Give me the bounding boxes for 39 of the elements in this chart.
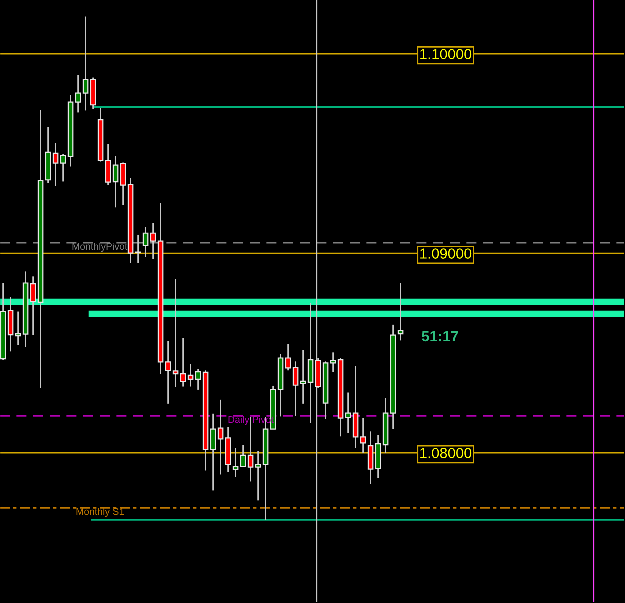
candlestick: [188, 363, 194, 388]
candlestick: [300, 349, 306, 405]
ref-line-label: Monthly S1: [76, 508, 124, 518]
candlestick: [292, 360, 299, 417]
candlestick: [232, 448, 239, 478]
text: 51:17: [422, 331, 458, 342]
candlestick: [112, 155, 119, 208]
candlestick: [248, 416, 254, 482]
candlestick: [368, 430, 374, 486]
candlestick: [240, 444, 246, 468]
candlestick: [165, 340, 172, 405]
y-tick-label: 1.09000: [420, 248, 472, 259]
candlestick: [360, 418, 366, 454]
candlestick: [195, 368, 202, 391]
candlestick: [150, 222, 156, 260]
candlestick: [52, 142, 59, 187]
candlestick: [352, 365, 359, 449]
candlestick: [330, 352, 336, 374]
ref-line-label: MonthlyPivot: [72, 242, 128, 252]
candlestick: [30, 276, 36, 336]
candlestick: [180, 337, 186, 388]
candlestick: [308, 302, 314, 424]
candlestick: [398, 282, 404, 342]
candlestick: [105, 143, 112, 186]
y-tick-label: 1.10000: [420, 49, 472, 60]
candlestick: [60, 154, 66, 182]
candlestick: [75, 74, 82, 114]
candlestick: [255, 450, 262, 502]
candlestick: [345, 392, 352, 434]
candlestick: [142, 226, 149, 258]
candlestick: [285, 343, 292, 372]
candlestick: [82, 16, 89, 112]
candlestick: [135, 234, 142, 264]
candlestick: [15, 311, 22, 346]
y-tick-label: 1.08000: [420, 448, 472, 458]
candlestick: [172, 278, 179, 388]
candlestick: [218, 399, 224, 476]
candlestick: [210, 413, 216, 492]
candlestick: [120, 162, 126, 206]
